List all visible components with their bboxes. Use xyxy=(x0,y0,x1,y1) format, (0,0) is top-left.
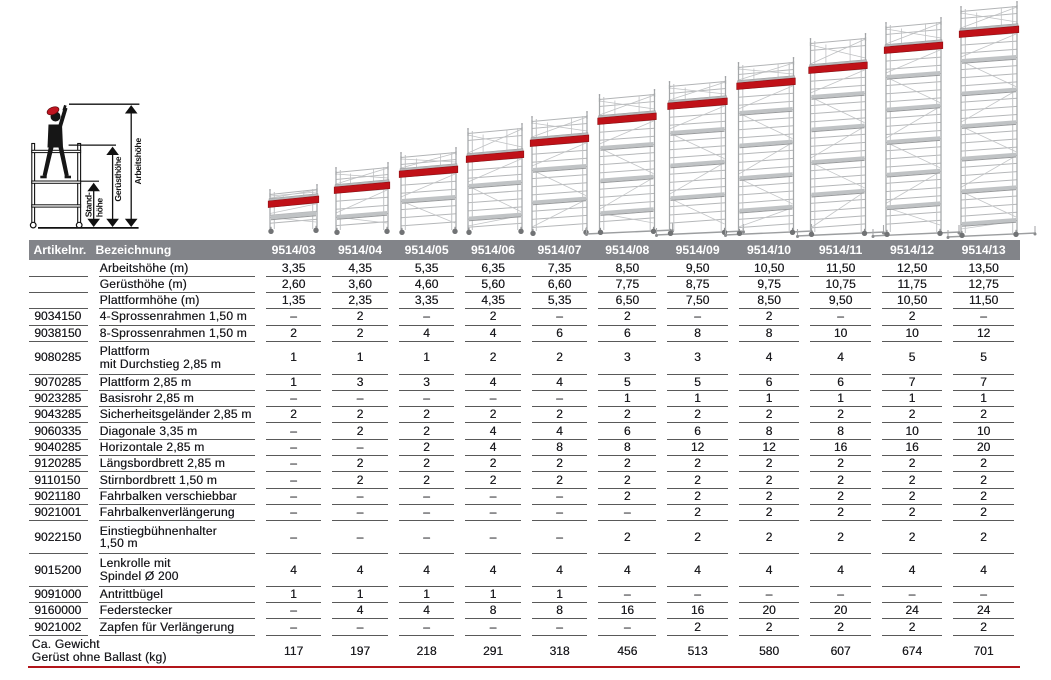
svg-text:Gerüsthöhe: Gerüsthöhe xyxy=(113,156,123,201)
svg-text:Stand-: Stand- xyxy=(83,192,93,217)
svg-text:höhe: höhe xyxy=(94,198,104,218)
svg-text:Arbeitshöhe: Arbeitshöhe xyxy=(133,138,143,185)
